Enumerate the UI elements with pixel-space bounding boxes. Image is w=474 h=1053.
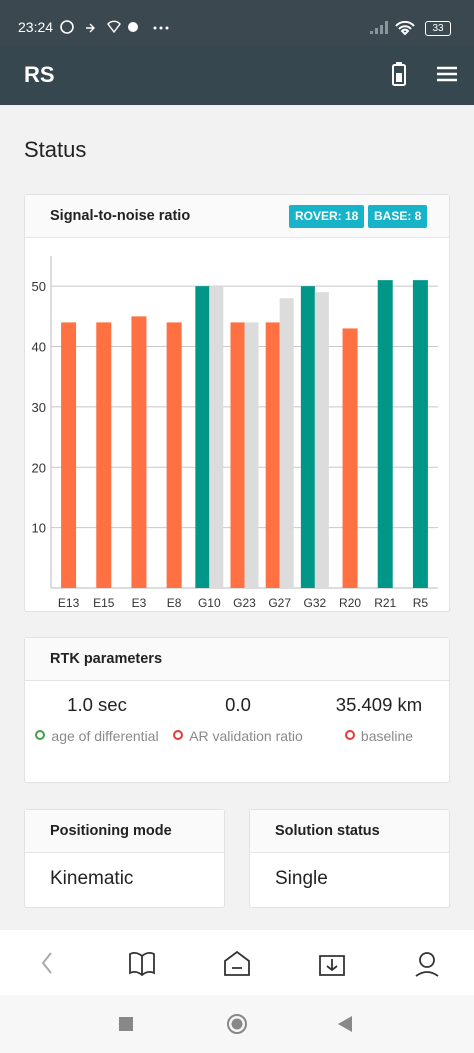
base-badge: BASE: 8: [368, 205, 428, 228]
home-button[interactable]: [224, 950, 250, 976]
bar: [314, 292, 329, 588]
positioning-card: Positioning mode Kinematic: [24, 809, 225, 908]
positioning-value: Kinematic: [50, 868, 134, 889]
status-dot: [344, 730, 355, 740]
y-tick-label: 10: [32, 521, 46, 536]
rtk-label: baseline: [314, 724, 444, 748]
download-button[interactable]: [319, 955, 345, 976]
rtk-value: 0.0: [225, 694, 251, 715]
rtk-item: 35.409 km baseline: [314, 694, 444, 748]
x-tick-label: G32: [304, 596, 327, 610]
back-button[interactable]: [41, 952, 52, 974]
status-icons: [60, 20, 169, 34]
bar: [412, 280, 428, 588]
bar: [209, 286, 224, 588]
bar: [61, 322, 77, 588]
status-dot: [173, 730, 184, 740]
bar: [342, 328, 358, 588]
battery: 33: [425, 21, 451, 36]
x-tick-label: G23: [233, 596, 256, 610]
x-tick-label: G27: [268, 596, 291, 610]
bar: [279, 298, 294, 588]
rtk-label: AR validation ratio: [173, 724, 303, 748]
rtk-item: 0.0 AR validation ratio: [173, 694, 303, 748]
x-tick-label: E13: [58, 596, 80, 610]
rtk-label-text: AR validation ratio: [189, 728, 303, 744]
snr-card: Signal-to-noise ratio ROVER: 18 BASE: 8 …: [24, 194, 450, 612]
app-actions[interactable]: [388, 61, 458, 91]
status-dot: [35, 730, 46, 740]
bar: [265, 322, 280, 588]
card-title: RTK parameters: [25, 638, 449, 681]
y-tick-label: 30: [32, 400, 46, 415]
bar: [131, 316, 147, 588]
navigation: [0, 930, 474, 1053]
app-bar: RS: [0, 45, 474, 105]
page-title: Status: [24, 137, 87, 162]
bar: [96, 322, 112, 588]
clock: 23:24: [18, 19, 54, 35]
rtk-label: age of differential: [32, 724, 162, 748]
home-sys-button[interactable]: [227, 1014, 247, 1034]
profile-button[interactable]: [415, 952, 439, 977]
rtk-card: RTK parameters 1.0 sec age of differentia…: [24, 637, 450, 783]
x-tick-label: R21: [374, 596, 396, 610]
x-tick-label: E8: [167, 596, 182, 610]
x-tick-label: E3: [132, 596, 147, 610]
x-tick-label: R5: [413, 596, 429, 610]
card-title: Positioning mode: [25, 810, 224, 853]
x-tick-label: R20: [339, 596, 361, 610]
recents-button[interactable]: [119, 1017, 133, 1031]
bar: [166, 322, 182, 588]
rtk-value: 35.409 km: [335, 694, 423, 715]
x-tick-label: E15: [93, 596, 115, 610]
signal-wifi: [370, 20, 415, 36]
bar: [300, 286, 315, 588]
rtk-item: 1.0 sec age of differential: [32, 694, 162, 748]
solution-card: Solution status Single: [249, 809, 450, 908]
solution-value: Single: [275, 868, 328, 889]
y-tick-label: 20: [32, 460, 46, 475]
book-button[interactable]: [129, 951, 155, 977]
back-sys-button[interactable]: [338, 1016, 352, 1032]
bar: [195, 286, 210, 588]
rtk-label-text: baseline: [360, 728, 414, 744]
app-title: RS: [24, 62, 55, 87]
snr-chart: 10 20 30 40 50 E13 E15 E3 E8 G10 G23 G27 G32 R20 R21 R5: [32, 256, 438, 610]
bar: [377, 280, 393, 588]
rover-badge: ROVER: 18: [289, 205, 365, 228]
rtk-label-text: age of differential: [51, 728, 159, 744]
bar: [244, 322, 259, 588]
x-tick-label: G10: [198, 596, 221, 610]
y-tick-label: 50: [32, 279, 46, 294]
card-title: Solution status: [250, 810, 449, 853]
y-tick-label: 40: [32, 340, 46, 355]
status-bar: 23:24 33: [0, 0, 474, 45]
rtk-value: 1.0 sec: [67, 694, 127, 715]
bar: [230, 322, 245, 588]
